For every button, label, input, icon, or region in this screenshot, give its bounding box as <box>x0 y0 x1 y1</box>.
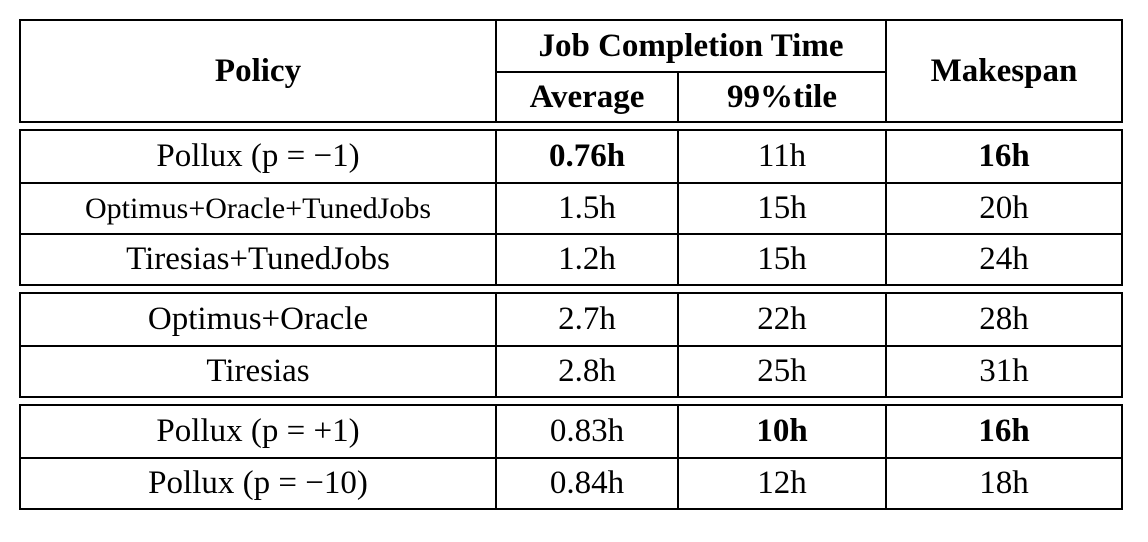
cell-policy: Tiresias <box>21 347 497 396</box>
cell-average: 1.2h <box>497 235 679 284</box>
cell-percentile: 25h <box>679 347 887 396</box>
header-divider <box>885 21 887 121</box>
cell-average: 0.83h <box>497 406 679 457</box>
cell-policy: Pollux (p = +1) <box>21 406 497 457</box>
cell-percentile: 15h <box>679 235 887 284</box>
cell-makespan: 16h <box>978 413 1030 449</box>
header-average: Average <box>529 78 645 115</box>
cell-average: 2.7h <box>497 294 679 345</box>
cell-percentile: 11h <box>679 131 887 182</box>
header-makespan: Makespan <box>930 52 1078 89</box>
cell-policy: Pollux (p = −10) <box>21 459 497 508</box>
header-divider <box>495 21 497 121</box>
table-row: Pollux (p = −10) 0.84h 12h 18h <box>21 457 1121 508</box>
cell-average: 1.5h <box>497 184 679 233</box>
table-row: Pollux (p = −1) 0.76h 11h 16h <box>21 131 1121 182</box>
cell-average: 0.84h <box>497 459 679 508</box>
cell-percentile: 22h <box>679 294 887 345</box>
cell-average: 2.8h <box>497 347 679 396</box>
row-group: Optimus+Oracle 2.7h 22h 28h Tiresias 2.8h 25h 3… <box>19 292 1123 398</box>
cell-percentile: 10h <box>679 406 887 457</box>
table-row: Tiresias+TunedJobs 1.2h 15h 24h <box>21 233 1121 284</box>
cell-policy: Optimus+Oracle+TunedJobs <box>21 184 497 233</box>
cell-makespan: 20h <box>979 190 1029 226</box>
header-divider <box>497 71 885 73</box>
cell-makespan: 18h <box>979 465 1029 501</box>
cell-percentile: 15h <box>679 184 887 233</box>
header-divider <box>677 73 679 121</box>
table-body: Pollux (p = −1) 0.76h 11h 16h Optimus+Oracle… <box>19 129 1123 510</box>
table-row: Tiresias 2.8h 25h 31h <box>21 345 1121 396</box>
row-group: Pollux (p = +1) 0.83h 10h 16h Pollux (p = −1… <box>19 404 1123 510</box>
header-policy: Policy <box>214 52 302 89</box>
row-group: Pollux (p = −1) 0.76h 11h 16h Optimus+Oracle… <box>19 129 1123 286</box>
results-table: Policy Job Completion Time Average 99%ti… <box>19 19 1123 510</box>
cell-makespan: 24h <box>979 241 1029 277</box>
cell-policy: Optimus+Oracle <box>21 294 497 345</box>
table-row: Pollux (p = +1) 0.83h 10h 16h <box>21 406 1121 457</box>
header-99-percentile: 99%tile <box>727 78 837 115</box>
cell-makespan: 31h <box>979 353 1029 389</box>
cell-makespan: 28h <box>979 301 1029 337</box>
cell-percentile: 12h <box>679 459 887 508</box>
table-header: Policy Job Completion Time Average 99%ti… <box>19 19 1123 123</box>
cell-makespan: 16h <box>978 138 1030 174</box>
cell-policy: Tiresias+TunedJobs <box>21 235 497 284</box>
cell-policy: Pollux (p = −1) <box>21 131 497 182</box>
cell-average: 0.76h <box>497 131 679 182</box>
header-job-completion-time: Job Completion Time <box>538 27 844 64</box>
table-row: Optimus+Oracle 2.7h 22h 28h <box>21 294 1121 345</box>
table-row: Optimus+Oracle+TunedJobs 1.5h 15h 20h <box>21 182 1121 233</box>
